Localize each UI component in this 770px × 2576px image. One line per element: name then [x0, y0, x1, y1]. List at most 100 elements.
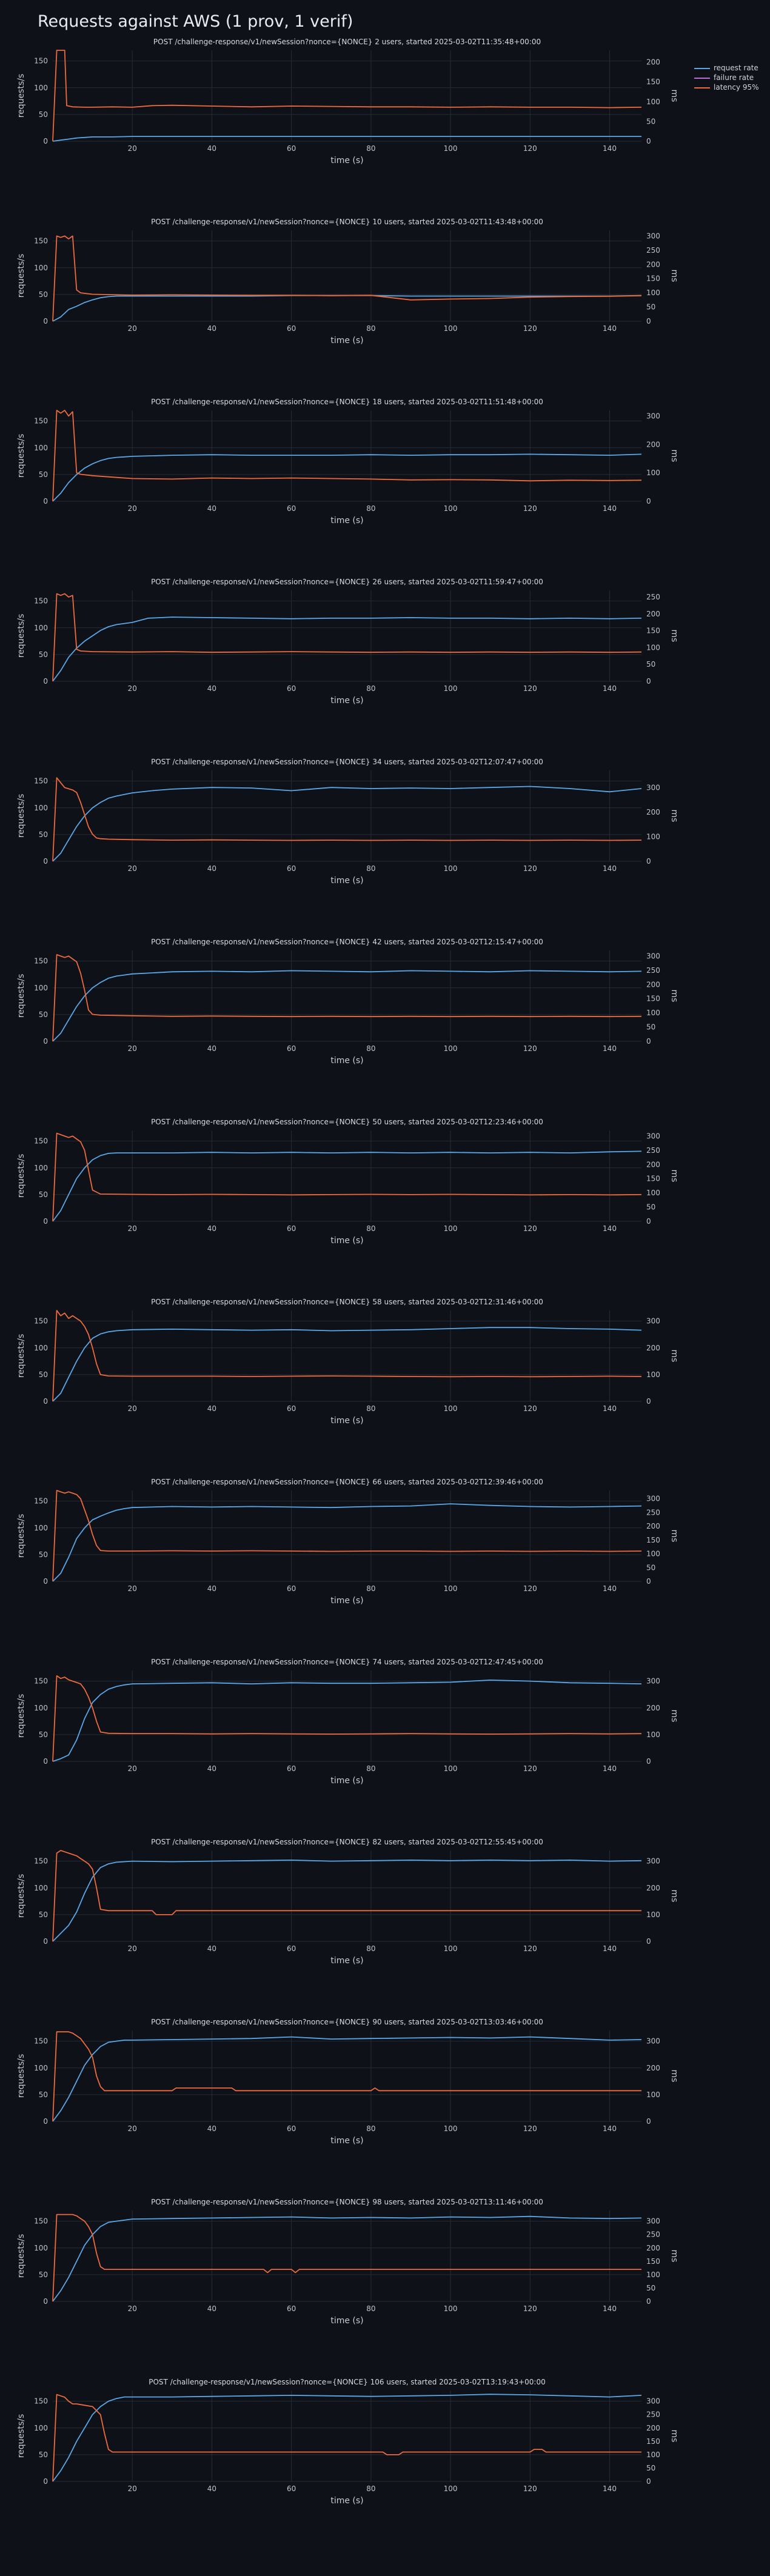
series-line-request-rate [52, 970, 642, 1042]
legend[interactable]: request rate failure rate latency 95% [694, 63, 759, 92]
chart-title: POST /challenge-response/v1/newSession?n… [151, 1118, 543, 1126]
y-tick-label: 100 [34, 2424, 48, 2432]
y-axis-title: requests/s [16, 434, 26, 478]
series-line-request-rate [52, 786, 642, 862]
y2-tick-label: 100 [646, 1550, 660, 1558]
y2-tick-label: 300 [646, 1132, 660, 1140]
x-tick-label: 20 [128, 1764, 137, 1773]
chart-title: POST /challenge-response/v1/newSession?n… [151, 2018, 543, 2026]
series-line-request-rate [52, 2394, 642, 2482]
y2-axis-title: ms [669, 630, 679, 642]
x-tick-label: 40 [207, 684, 216, 693]
y2-tick-label: 200 [646, 58, 660, 67]
series-line-latency-95 [52, 1490, 642, 1582]
x-tick-label: 140 [603, 864, 617, 873]
x-axis-title: time (s) [330, 2136, 363, 2146]
x-tick-label: 40 [207, 1764, 216, 1773]
legend-item-latency[interactable]: latency 95% [694, 82, 759, 92]
x-tick-label: 140 [603, 1584, 617, 1593]
y-tick-label: 0 [43, 1577, 48, 1586]
x-axis-title: time (s) [330, 336, 363, 345]
x-axis-title: time (s) [330, 1956, 363, 1966]
x-tick-label: 60 [287, 864, 296, 873]
y-tick-label: 0 [43, 1397, 48, 1406]
y-tick-label: 150 [34, 2397, 48, 2406]
y2-tick-label: 250 [646, 2411, 660, 2419]
chart-4: POST /challenge-response/v1/newSession?n… [16, 578, 679, 706]
y2-tick-label: 200 [646, 1704, 660, 1712]
chart-title: POST /challenge-response/v1/newSession?n… [151, 578, 543, 586]
legend-item-failure-rate[interactable]: failure rate [694, 73, 759, 82]
x-tick-label: 140 [603, 684, 617, 693]
x-tick-label: 40 [207, 324, 216, 333]
y2-tick-label: 0 [646, 1577, 651, 1586]
y-tick-label: 150 [34, 597, 48, 606]
series-line-latency-95 [52, 410, 642, 502]
x-tick-label: 140 [603, 2304, 617, 2313]
y2-tick-label: 50 [646, 1023, 655, 1032]
y-axis-title: requests/s [16, 2414, 26, 2458]
y2-tick-label: 0 [646, 2477, 651, 2486]
x-axis-title: time (s) [330, 516, 363, 526]
y-tick-label: 50 [39, 830, 48, 839]
y2-axis-title: ms [669, 810, 679, 823]
y2-tick-label: 100 [646, 289, 660, 297]
x-tick-label: 60 [287, 1224, 296, 1233]
x-tick-label: 100 [444, 504, 458, 513]
series-line-request-rate [52, 1679, 642, 1762]
y-tick-label: 0 [43, 137, 48, 145]
y2-axis-title: ms [669, 1890, 679, 1903]
y-tick-label: 50 [39, 1730, 48, 1739]
x-tick-label: 140 [603, 144, 617, 153]
y2-axis-title: ms [669, 90, 679, 102]
y2-tick-label: 150 [646, 2257, 660, 2266]
legend-item-request-rate[interactable]: request rate [694, 63, 759, 73]
y2-tick-label: 100 [646, 98, 660, 106]
x-tick-label: 120 [523, 684, 537, 693]
y-tick-label: 50 [39, 470, 48, 479]
x-tick-label: 120 [523, 2124, 537, 2133]
x-tick-label: 40 [207, 864, 216, 873]
x-tick-label: 40 [207, 1584, 216, 1593]
x-tick-label: 40 [207, 2484, 216, 2493]
series-line-request-rate [52, 1503, 642, 1582]
y2-tick-label: 300 [646, 2397, 660, 2406]
x-tick-label: 80 [366, 1224, 375, 1233]
y-tick-label: 0 [43, 677, 48, 686]
y-tick-label: 100 [34, 804, 48, 812]
y-tick-label: 50 [39, 2271, 48, 2279]
chart-8: POST /challenge-response/v1/newSession?n… [16, 1298, 679, 1426]
x-tick-label: 140 [603, 1404, 617, 1413]
y2-tick-label: 200 [646, 2424, 660, 2432]
y-tick-label: 100 [34, 84, 48, 92]
series-line-latency-95 [52, 593, 642, 682]
x-axis-title: time (s) [330, 1416, 363, 1426]
y-tick-label: 150 [34, 777, 48, 786]
x-tick-label: 120 [523, 144, 537, 153]
x-tick-label: 20 [128, 684, 137, 693]
y-axis-title: requests/s [16, 974, 26, 1018]
series-line-request-rate [52, 1327, 642, 1402]
x-axis-title: time (s) [330, 1236, 363, 1246]
series-line-latency-95 [52, 777, 642, 862]
x-tick-label: 80 [366, 144, 375, 153]
y-tick-label: 150 [34, 417, 48, 425]
y2-tick-label: 250 [646, 593, 660, 601]
y2-axis-title: ms [669, 2430, 679, 2443]
y-tick-label: 150 [34, 1317, 48, 1326]
x-tick-label: 40 [207, 144, 216, 153]
chart-title: POST /challenge-response/v1/newSession?n… [151, 938, 543, 946]
x-tick-label: 140 [603, 1764, 617, 1773]
chart-12: POST /challenge-response/v1/newSession?n… [16, 2018, 679, 2146]
y-tick-label: 150 [34, 2217, 48, 2226]
x-tick-label: 120 [523, 2304, 537, 2313]
y-axis-title: requests/s [16, 1694, 26, 1738]
x-tick-label: 20 [128, 864, 137, 873]
series-line-request-rate [52, 295, 642, 322]
x-tick-label: 80 [366, 1764, 375, 1773]
y2-tick-label: 150 [646, 2437, 660, 2446]
x-tick-label: 140 [603, 2484, 617, 2493]
y2-tick-label: 100 [646, 2271, 660, 2279]
series-line-request-rate [52, 1150, 642, 1222]
